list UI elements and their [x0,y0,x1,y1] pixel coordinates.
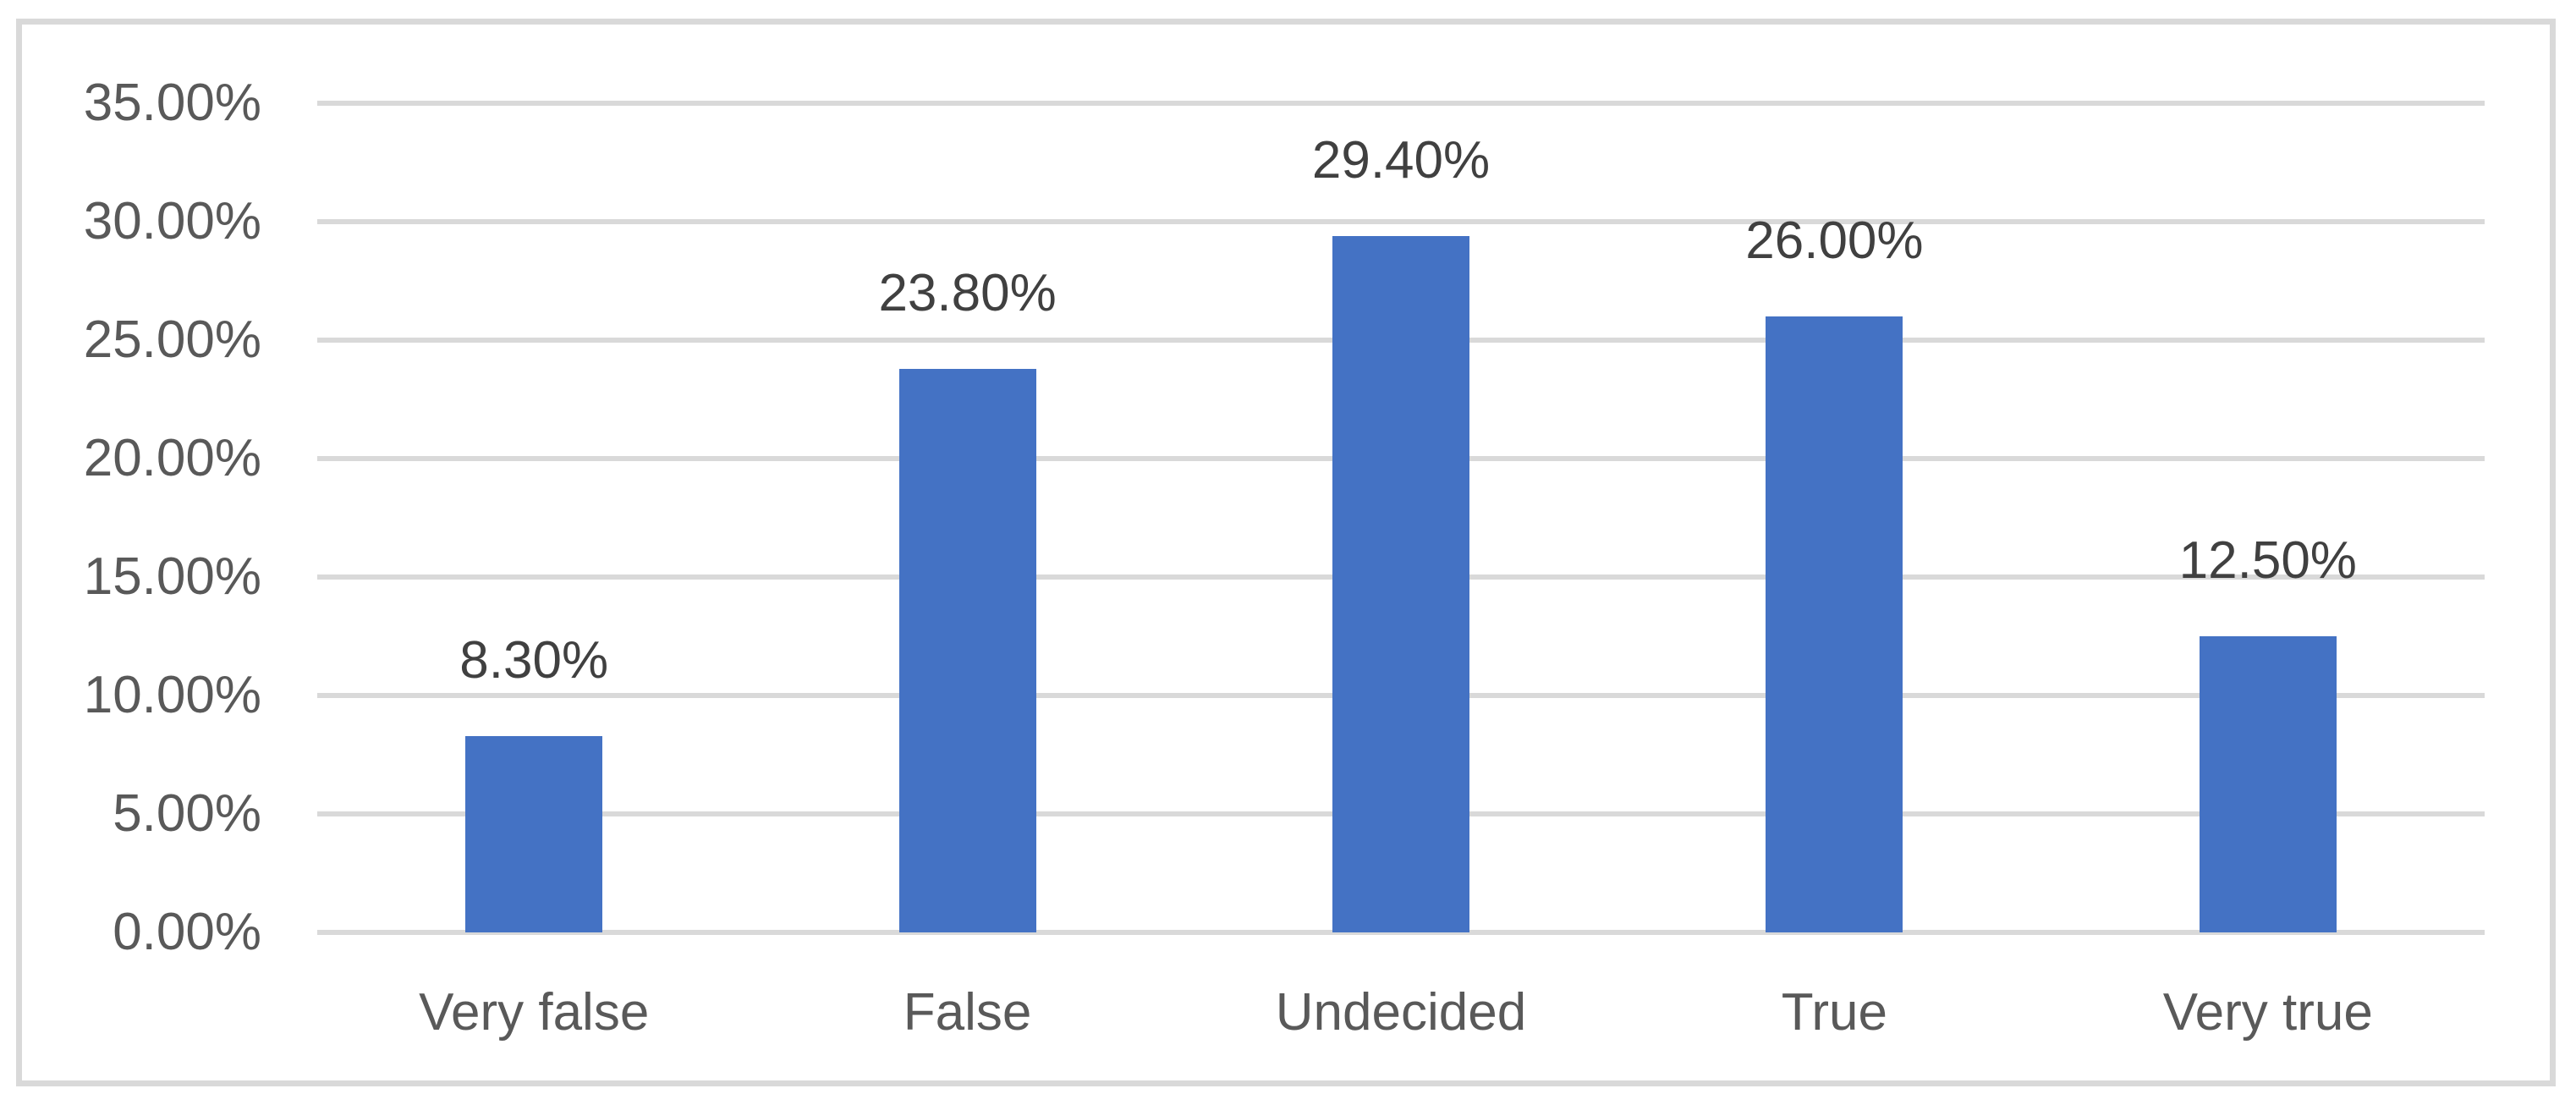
gridline [317,930,2485,935]
chart-frame: 35.00% 30.00% 25.00% 20.00% 15.00% 10.00% 5.00… [16,19,2556,1086]
y-tick-label: 25.00% [83,311,261,369]
bar-value-label: 23.80% [878,263,1057,322]
x-category-label: Undecided [1275,983,1527,1042]
bar-value-label: 12.50% [2178,531,2357,590]
gridline [317,219,2485,224]
gridline [317,101,2485,106]
bar-value-label: 8.30% [459,630,609,690]
x-category-label: False [903,983,1032,1042]
bar-very-false [465,735,603,932]
bar-undecided [1332,235,1469,932]
y-tick-label: 10.00% [83,666,261,724]
bar-true [1766,316,1903,932]
y-tick-label: 30.00% [83,192,261,250]
x-category-label: Very false [419,983,650,1042]
y-tick-label: 20.00% [83,429,261,487]
x-category-label: True [1781,983,1887,1042]
bar-false [898,368,1036,932]
y-tick-label: 5.00% [113,784,261,843]
x-category-label: Very true [2162,983,2373,1042]
y-tick-label: 0.00% [113,903,261,961]
y-tick-label: 15.00% [83,547,261,606]
bar-value-label: 29.40% [1311,130,1491,190]
bar-very-true [2199,636,2337,932]
y-tick-label: 35.00% [83,74,261,132]
bar-value-label: 26.00% [1745,212,1924,270]
